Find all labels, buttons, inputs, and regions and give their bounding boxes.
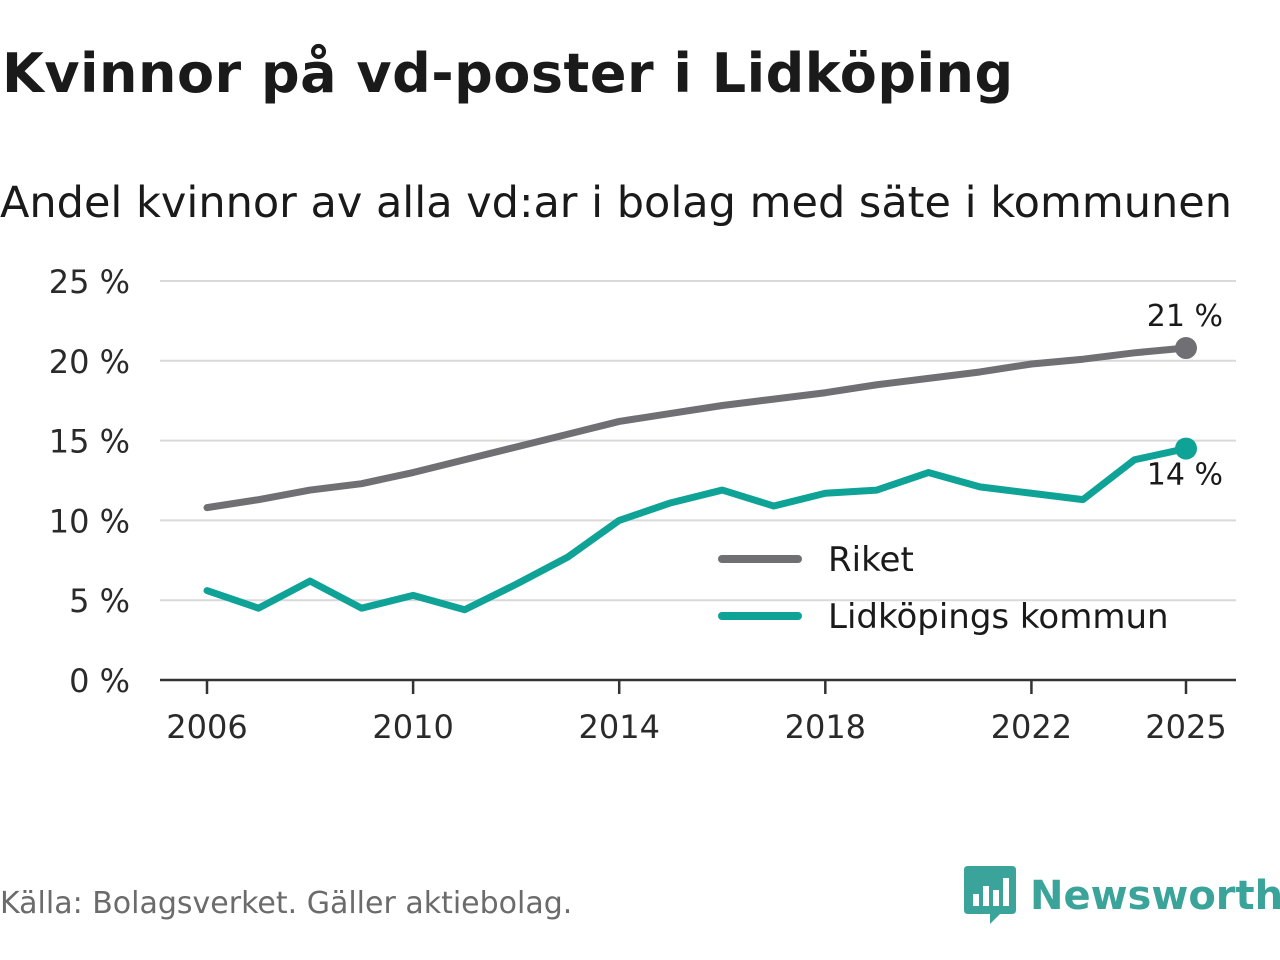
y-axis-ticks: 0 % 5 % 10 % 15 % 20 % 25 %: [49, 263, 130, 700]
legend-label: Lidköpings kommun: [828, 597, 1169, 637]
y-tick-label: 20 %: [49, 343, 130, 381]
legend-item: Riket: [718, 540, 914, 580]
y-tick-label: 10 %: [49, 502, 130, 540]
brand-logo[interactable]: Newsworthy: [964, 866, 1280, 926]
source-note: Källa: Bolagsverket. Gäller aktiebolag.: [0, 886, 573, 921]
series-line-riket: [203, 344, 1190, 512]
end-point-marker: [1175, 337, 1197, 360]
x-tick-label: 2014: [578, 708, 659, 746]
x-axis: 2006 2010 2014 2018 2022 2025: [160, 678, 1236, 746]
x-tick-label: 2025: [1145, 708, 1226, 746]
x-tick-label: 2006: [166, 708, 247, 746]
end-point-marker: [1175, 437, 1197, 460]
chart-subtitle: Andel kvinnor av alla vd:ar i bolag med …: [0, 178, 1232, 228]
series-lines: [203, 337, 1197, 614]
x-tick-label: 2018: [785, 708, 866, 746]
y-tick-label: 0 %: [69, 662, 130, 700]
end-value-label: 21 %: [1147, 299, 1223, 334]
legend-item: Lidköpings kommun: [718, 597, 1169, 637]
end-labels: 21 % 14 %: [1147, 299, 1223, 493]
x-tick-label: 2010: [372, 708, 453, 746]
legend: Riket Lidköpings kommun: [718, 540, 1169, 637]
grid-lines: [160, 280, 1236, 602]
chart-title: Kvinnor på vd-poster i Lidköping: [2, 42, 1014, 105]
x-tick-label: 2022: [991, 708, 1072, 746]
y-tick-label: 25 %: [49, 263, 130, 301]
y-tick-label: 15 %: [49, 423, 130, 461]
brand-name: Newsworthy: [1030, 873, 1280, 919]
series-line-lidkoping: [203, 445, 1190, 614]
y-tick-label: 5 %: [69, 582, 130, 620]
newsworthy-logo-icon: [964, 866, 1016, 924]
legend-label: Riket: [828, 540, 914, 580]
end-value-label: 14 %: [1147, 458, 1223, 493]
